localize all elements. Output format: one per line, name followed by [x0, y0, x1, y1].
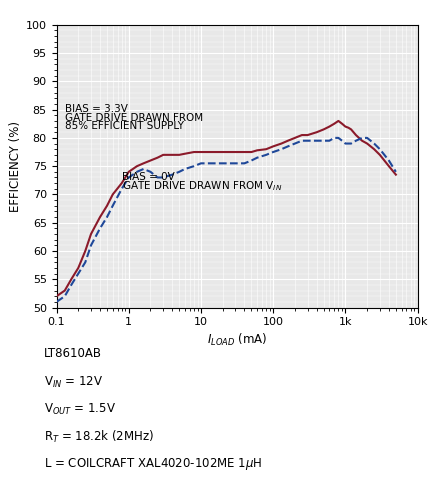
Text: 85% EFFICIENT SUPPLY: 85% EFFICIENT SUPPLY: [65, 122, 183, 131]
X-axis label: $I_{LOAD}$ (mA): $I_{LOAD}$ (mA): [207, 331, 266, 348]
Text: LT8610AB: LT8610AB: [43, 347, 101, 360]
Text: BIAS = 3.3V: BIAS = 3.3V: [65, 105, 127, 115]
Text: V$_{OUT}$ = 1.5V: V$_{OUT}$ = 1.5V: [43, 402, 115, 417]
Text: V$_{IN}$ = 12V: V$_{IN}$ = 12V: [43, 374, 102, 389]
Text: L = COILCRAFT XAL4020-102ME 1$\mu$H: L = COILCRAFT XAL4020-102ME 1$\mu$H: [43, 456, 261, 472]
Text: GATE DRIVE DRAWN FROM V$_{IN}$: GATE DRIVE DRAWN FROM V$_{IN}$: [122, 179, 281, 192]
Y-axis label: EFFICIENCY (%): EFFICIENCY (%): [9, 121, 22, 212]
Text: BIAS = 0V: BIAS = 0V: [122, 172, 174, 183]
Text: R$_{T}$ = 18.2k (2MHz): R$_{T}$ = 18.2k (2MHz): [43, 429, 153, 445]
Text: GATE DRIVE DRAWN FROM: GATE DRIVE DRAWN FROM: [65, 113, 202, 123]
